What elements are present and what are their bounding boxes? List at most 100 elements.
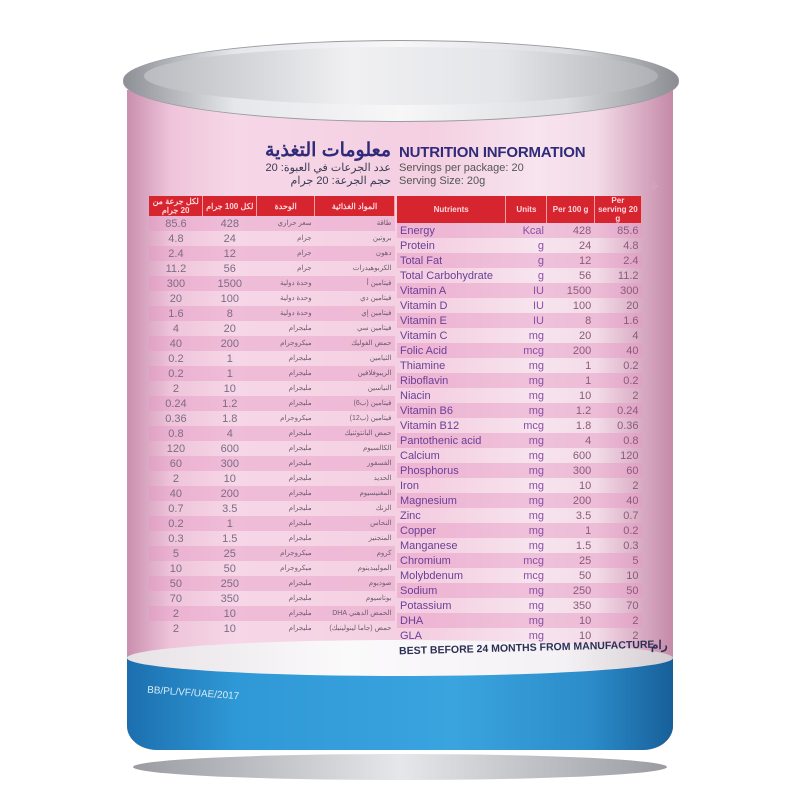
arabic-nutrient-name: دهون: [314, 246, 395, 261]
per-serving-value: 0.3: [623, 539, 639, 552]
arabic-per-serving-value: 40: [149, 336, 203, 351]
arabic-table-row: الريبوفلافين مليجرام 1 0.2: [149, 366, 395, 381]
arabic-unit: وحدة دولية: [280, 294, 312, 302]
arabic-table-row: الفسفور مليجرام 300 60: [149, 456, 395, 471]
arabic-unit: مليجرام: [256, 516, 315, 531]
arabic-per-100g-value: 100: [220, 292, 239, 305]
table-row: Copper mg 1 0.2: [397, 523, 642, 538]
arabic-nutrient-name: الحمض الدهني DHA: [314, 606, 395, 621]
arabic-per-serving-value: 300: [149, 276, 203, 291]
arabic-per-serving-value: 4: [172, 322, 179, 335]
per-100g-value: 20: [578, 329, 592, 342]
nutrition-title: NUTRITION INFORMATION: [399, 144, 586, 161]
arabic-unit: ميكروجرام: [256, 336, 315, 351]
arabic-per-100g-value: 4: [202, 426, 257, 441]
per-serving-value: 0.7: [623, 509, 639, 522]
per-serving-value: 10: [626, 569, 639, 582]
table-row: Molybdenum mcg 50 10: [397, 568, 642, 583]
arabic-per-100g-value: 1: [226, 352, 233, 365]
table-row: Thiamine mg 1 0.2: [397, 358, 642, 373]
nutrient-name: Energy: [397, 223, 506, 238]
nutrient-unit: mg: [528, 479, 544, 492]
nutrient-name: Riboflavin: [397, 373, 506, 388]
nutrient-name: Pantothenic acid: [397, 433, 506, 448]
per-100g-value: 428: [546, 223, 595, 238]
arabic-nutrient-name: الثيامين: [369, 354, 392, 362]
nutrient-unit: mcg: [523, 419, 544, 432]
arabic-per-serving-value: 0.2: [168, 352, 184, 365]
nutrient-name: Vitamin E: [397, 313, 506, 328]
arabic-table-row: الموليبدينوم ميكروجرام 50 10: [149, 561, 395, 576]
blue-band: BB/PL/VF/UAE/2017: [127, 640, 673, 750]
per-serving-value: 5: [594, 553, 642, 568]
nutrient-unit: mcg: [505, 553, 547, 568]
header-per100: Per 100 g: [546, 196, 595, 223]
arabic-unit: ميكروجرام: [256, 546, 315, 561]
per-100g-value: 1.2: [546, 403, 595, 418]
arabic-per-serving-value: 2: [172, 472, 179, 485]
arabic-per-100g-value: 250: [202, 576, 257, 591]
arabic-unit: مليجرام: [288, 624, 312, 632]
per-serving-value: 2: [632, 389, 639, 402]
nutrient-unit: mg: [505, 433, 547, 448]
can-bottom-rim: [133, 754, 667, 780]
arabic-per-100g-value: 200: [202, 336, 257, 351]
table-row: GLA mg 10 2: [397, 628, 642, 643]
table-row: Sodium mg 250 50: [397, 583, 642, 598]
per-100g-value: 56: [578, 269, 592, 282]
arabic-nutrition-table: المواد الغذائية الوحدة لكل 100 جرام لكل …: [149, 196, 395, 636]
nutrient-name: Vitamin B12: [400, 419, 460, 432]
nutrient-unit: mg: [528, 329, 544, 342]
per-serving-value: 85.6: [594, 223, 642, 238]
per-serving-value: 40: [594, 343, 642, 358]
arabic-per-serving-value: 2: [172, 382, 179, 395]
arabic-table-row: فيتامين إي وحدة دولية 8 1.6: [149, 306, 395, 321]
nutrient-name: Folic Acid: [397, 343, 506, 358]
ar-header-per100: لكل 100 جرام: [202, 196, 258, 216]
arabic-per-serving-value: 50: [149, 576, 203, 591]
per-serving-value: 120: [620, 449, 639, 462]
per-serving-value: 60: [594, 463, 642, 478]
table-row: Pantothenic acid mg 4 0.8: [397, 433, 642, 448]
nutrient-unit: mg: [528, 599, 544, 612]
arabic-per-serving-value: 0.3: [168, 532, 184, 545]
nutrient-unit: mg: [505, 493, 547, 508]
nutrient-unit: mg: [505, 583, 547, 598]
arabic-table-row: الحمض الدهني DHA مليجرام 10 2: [149, 606, 395, 621]
per-100g-value: 12: [546, 253, 595, 268]
arabic-per-serving-value: 0.8: [149, 426, 203, 441]
nutrient-unit: Kcal: [505, 223, 547, 238]
arabic-unit: مليجرام: [256, 396, 315, 411]
per-100g-value: 1: [546, 523, 595, 538]
arabic-table-row: حمض (جاما لينولينيك) مليجرام 10 2: [149, 621, 395, 636]
arabic-per-serving-value: 0.2: [149, 366, 203, 381]
arabic-unit: مليجرام: [288, 324, 312, 332]
arabic-per-serving-value: 11.2: [165, 262, 187, 275]
per-100g-value: 350: [572, 599, 592, 612]
table-row: Vitamin C mg 20 4: [397, 328, 642, 343]
arabic-per-100g-value: 300: [202, 456, 257, 471]
arabic-per-serving-value: 0.2: [149, 516, 203, 531]
nutrient-name: Sodium: [397, 583, 506, 598]
table-row: Niacin mg 10 2: [397, 388, 642, 403]
per-serving-value: 2: [594, 613, 642, 628]
product-code: BB/PL/VF/UAE/2017: [146, 684, 240, 703]
per-100g-value: 100: [572, 299, 592, 312]
arabic-per-100g-value: 12: [202, 246, 257, 261]
nutrient-name: Vitamin C: [400, 329, 448, 342]
arabic-unit: مليجرام: [288, 504, 312, 512]
arabic-table-row: النياسين مليجرام 10 2: [149, 381, 395, 396]
arabic-unit: ميكروجرام: [280, 564, 312, 572]
nutrient-unit: mcg: [505, 343, 547, 358]
table-row: Iron mg 10 2: [397, 478, 642, 493]
arabic-per-100g-value: 10: [223, 472, 236, 485]
arabic-unit: مليجرام: [256, 456, 315, 471]
arabic-table-row: الثيامين مليجرام 1 0.2: [149, 351, 395, 366]
arabic-table-row: كروم ميكروجرام 25 5: [149, 546, 395, 561]
nutrient-unit: mg: [528, 509, 544, 522]
english-heading: NUTRITION INFORMATION Servings per packa…: [399, 144, 586, 188]
arabic-per-serving-value: 4.8: [168, 232, 184, 245]
arabic-per-100g-value: 350: [220, 592, 239, 605]
per-serving-value: 2: [632, 479, 639, 492]
per-serving-value: 0.2: [594, 373, 642, 388]
